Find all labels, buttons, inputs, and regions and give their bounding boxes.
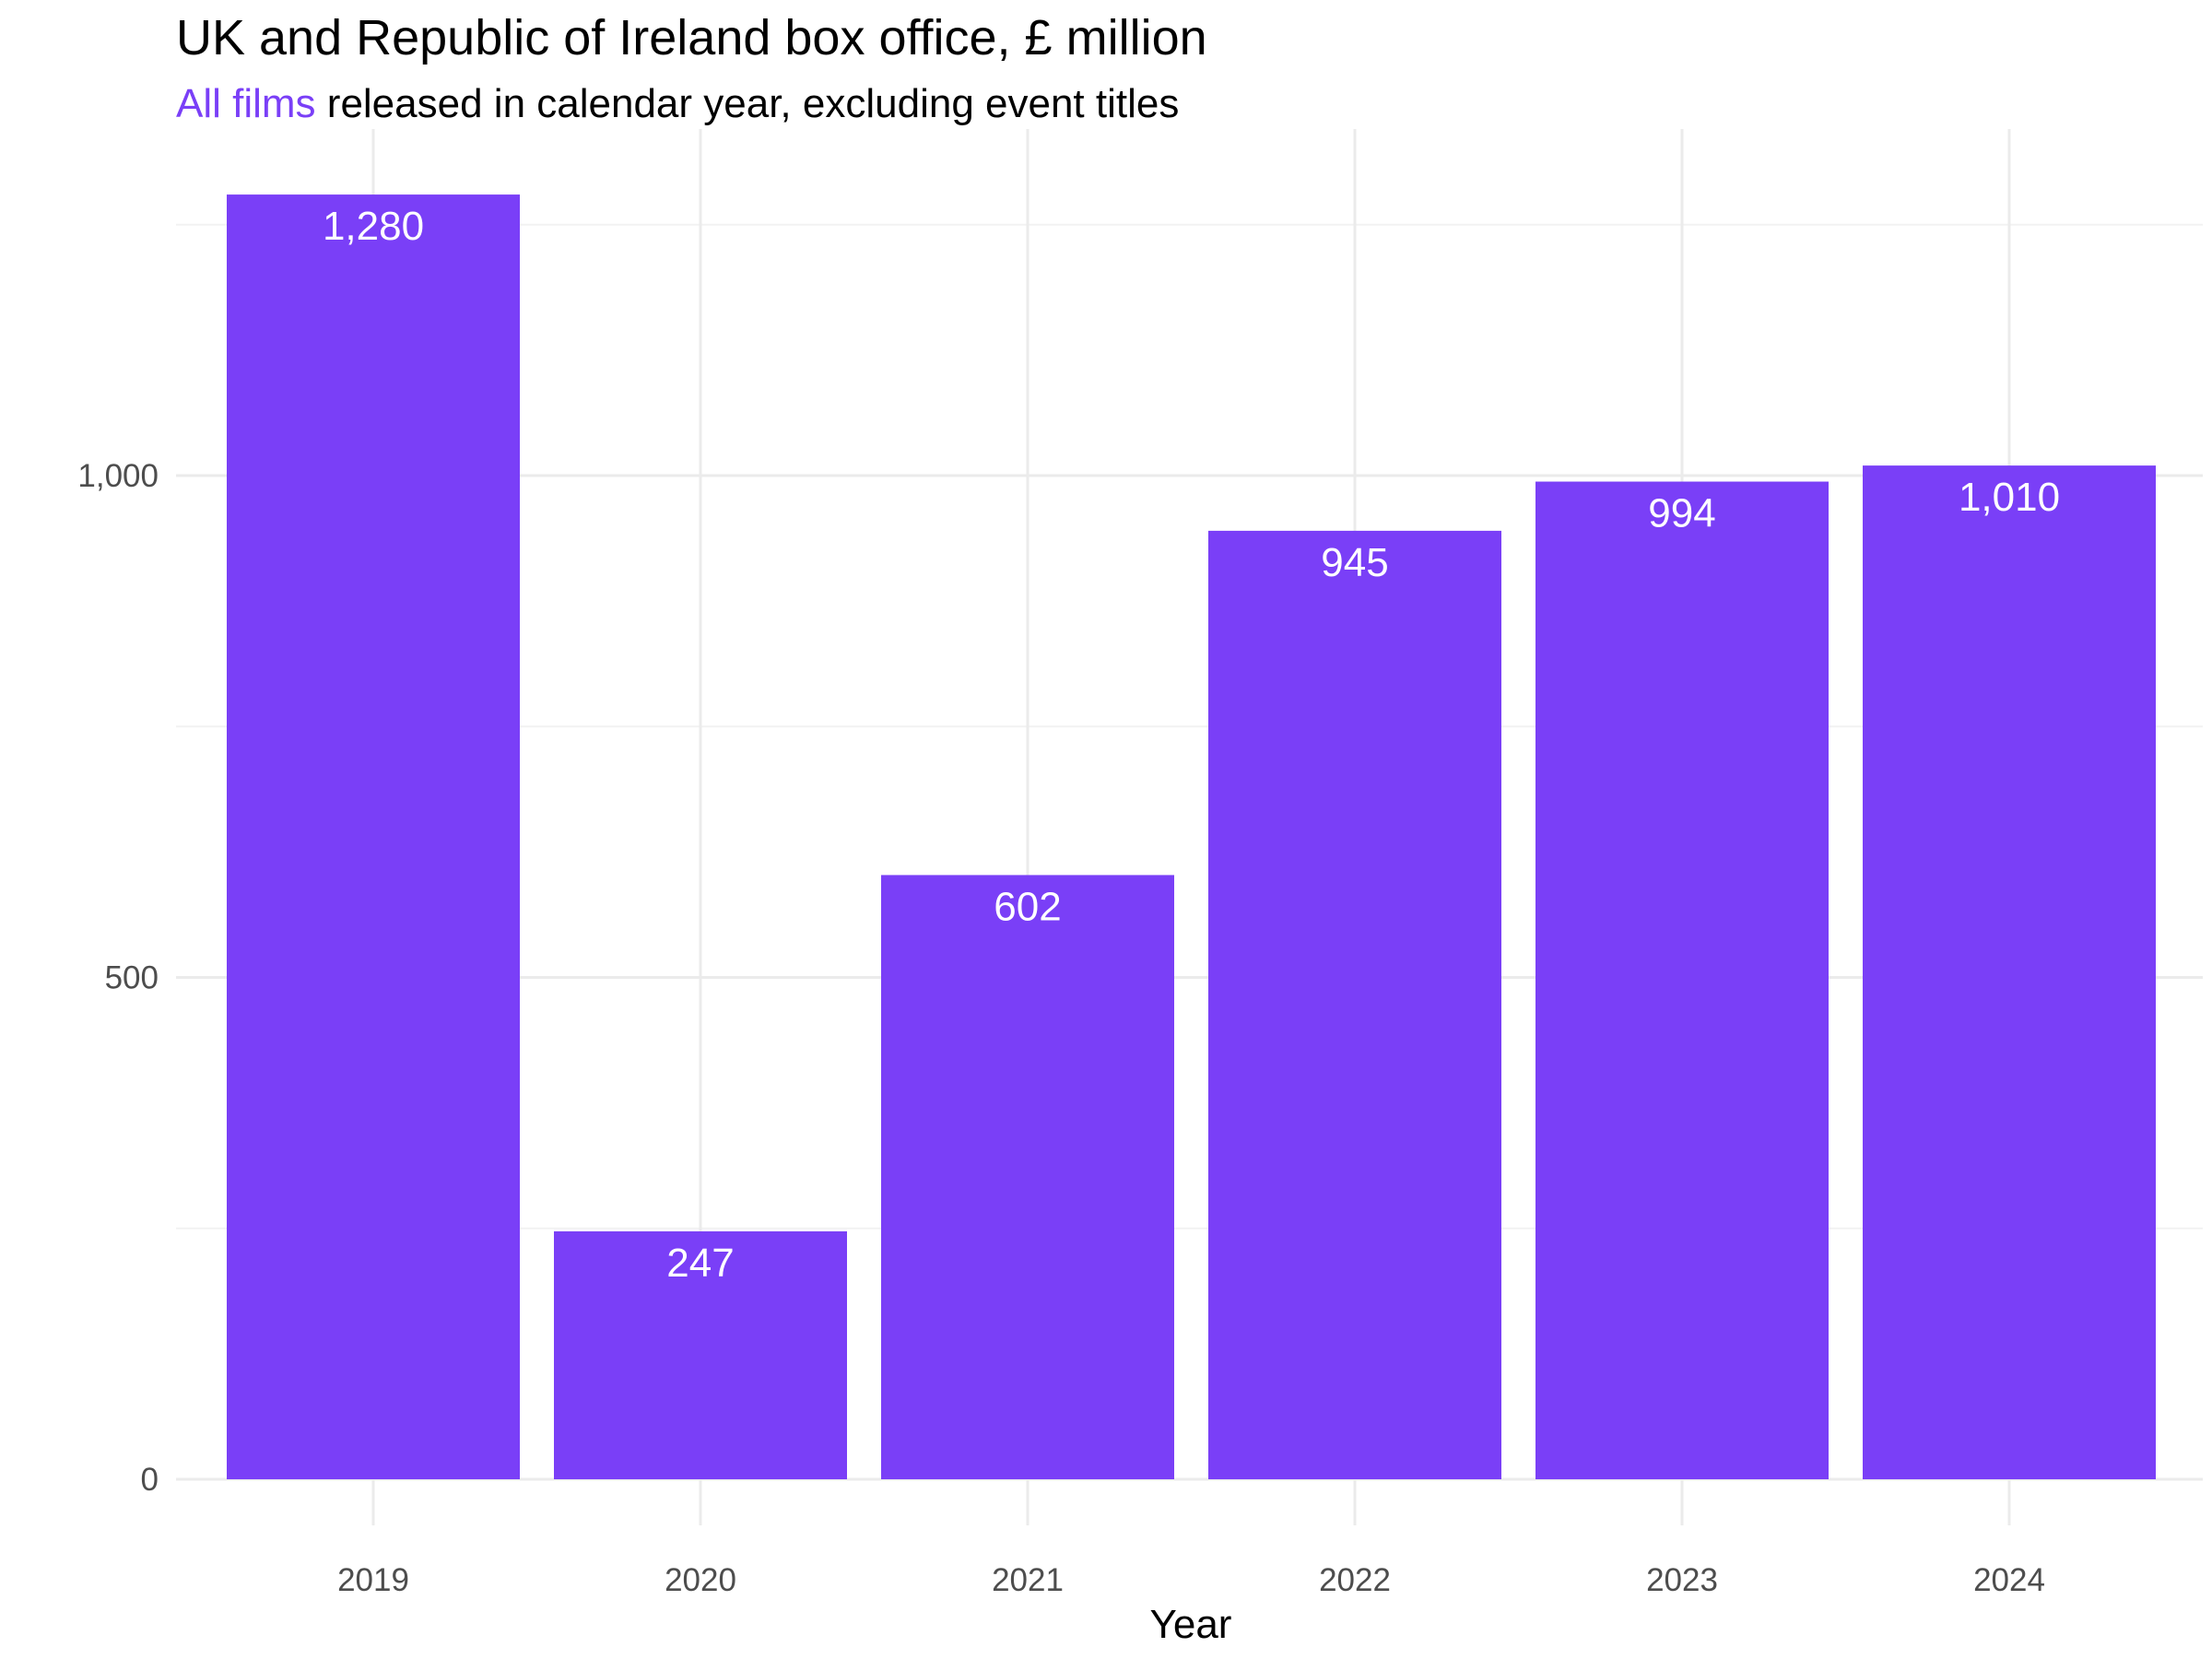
x-axis: 2019 2020 2021 2022 2023 2024 — [337, 1562, 2045, 1598]
bar-2020 — [554, 1231, 847, 1479]
chart-subtitle: All films released in calendar year, exc… — [176, 81, 1179, 127]
x-tick-label: 2021 — [992, 1562, 1064, 1598]
bar-value-labels: 1,280 247 602 945 994 1,010 — [323, 204, 2060, 1286]
subtitle-text: released in calendar year, excluding eve… — [315, 81, 1180, 126]
bar-value-label: 1,280 — [323, 204, 424, 249]
y-axis: 0 500 1,000 — [77, 458, 159, 1498]
bar-value-label: 1,010 — [1959, 475, 2060, 520]
y-tick-label: 1,000 — [77, 458, 159, 494]
x-axis-title: Year — [1150, 1602, 1232, 1647]
chart-title: UK and Republic of Ireland box office, £… — [176, 10, 1207, 65]
bar-value-label: 602 — [994, 884, 1061, 929]
bar-2023 — [1535, 481, 1829, 1480]
x-tick-label: 2022 — [1319, 1562, 1391, 1598]
bars — [227, 194, 2156, 1480]
y-tick-label: 500 — [105, 960, 159, 996]
x-tick-label: 2019 — [337, 1562, 409, 1598]
bar-value-label: 247 — [666, 1241, 734, 1286]
bar-2024 — [1863, 465, 2156, 1479]
y-tick-label: 0 — [141, 1462, 159, 1498]
x-tick-label: 2023 — [1646, 1562, 1718, 1598]
x-tick-label: 2020 — [665, 1562, 736, 1598]
bar-2019 — [227, 194, 520, 1480]
subtitle-highlight: All films — [176, 81, 316, 126]
x-tick-label: 2024 — [1973, 1562, 2045, 1598]
bar-value-label: 945 — [1321, 540, 1388, 585]
bar-value-label: 994 — [1648, 491, 1715, 536]
bar-2022 — [1208, 530, 1501, 1479]
bar-2021 — [881, 875, 1174, 1479]
